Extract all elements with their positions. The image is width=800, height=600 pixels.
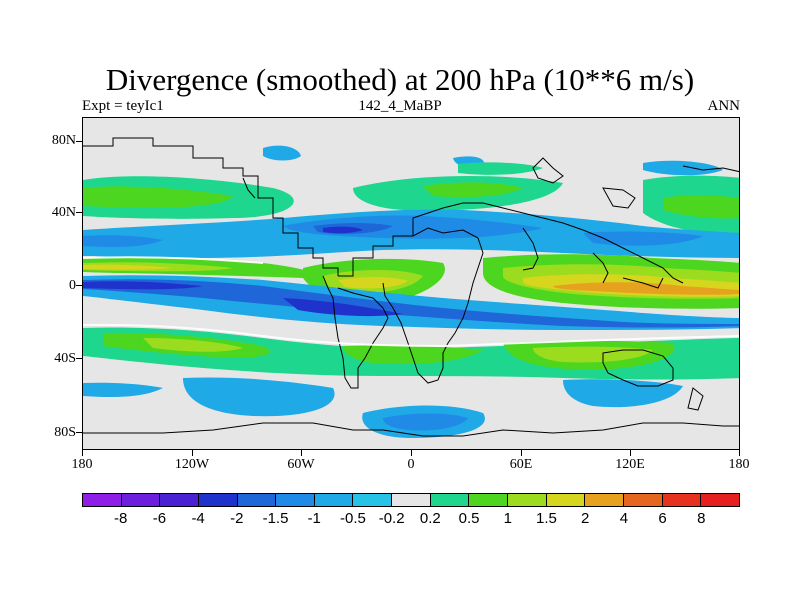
legend-label: -4 [191,510,205,527]
legend-color-cell [198,494,238,506]
legend-color-cell [623,494,663,506]
legend-label: 6 [658,510,667,527]
legend-color-cell [392,494,431,506]
legend-color-cell [430,494,470,506]
legend-label: -6 [152,510,167,527]
legend-color-cell [469,494,509,506]
legend-label: -0.2 [378,510,405,527]
legend-label: -8 [114,510,128,527]
y-label-80n: 80N [51,133,76,148]
y-tick [76,141,82,142]
legend-label: -1 [307,510,321,527]
legend-label: 2 [581,510,590,527]
legend-label: 4 [619,510,629,527]
color-legend-bar [82,493,740,507]
period-label: 142_4_MaBP [358,98,442,114]
legend-label: 8 [697,510,706,527]
x-label-0: 0 [407,457,415,472]
x-label-60w: 60W [287,457,315,472]
x-tick [82,450,83,456]
x-label-60e: 60E [509,457,533,472]
legend-color-cell [585,494,624,506]
legend-color-cell [353,494,393,506]
x-label-180e: 180 [728,457,750,472]
legend-label: -2 [230,510,244,527]
legend-label: -1.5 [262,510,289,527]
legend-color-cell [662,494,702,506]
legend-color-cell [83,494,122,506]
y-tick [76,358,82,359]
x-tick [630,450,631,456]
x-label-120w: 120W [174,457,210,472]
y-label-40n: 40N [51,205,76,220]
y-tick [76,285,82,286]
legend-color-cell [508,494,547,506]
legend-color-cell [121,494,161,506]
x-tick [192,450,193,456]
legend-color-cell [276,494,315,506]
legend-label: 0.2 [419,510,441,527]
y-tick [76,432,82,433]
legend-label: -0.5 [340,510,366,527]
x-label-120e: 120E [615,457,645,472]
legend-label: 1.5 [536,510,557,527]
legend-color-cell [314,494,354,506]
legend-label: 1 [503,510,512,527]
season-label: ANN [707,98,741,114]
legend-label: 0.5 [458,510,480,527]
legend-color-cell [237,494,277,506]
x-tick [521,450,522,456]
y-label-80s: 80S [54,425,76,440]
y-label-40s: 40S [54,351,76,366]
x-label-180w: 180 [71,457,93,472]
map-panel [82,117,740,450]
legend-color-cell [160,494,199,506]
legend-color-cell [701,494,739,506]
x-tick [739,450,740,456]
divergence-field [83,118,739,449]
x-tick [411,450,412,456]
y-label-0: 0 [69,278,76,293]
map-title: Divergence (smoothed) at 200 hPa (10**6 … [105,62,695,97]
experiment-label: Expt = teyIc1 [82,98,164,114]
x-tick [301,450,302,456]
legend-color-cell [546,494,586,506]
y-tick [76,212,82,213]
